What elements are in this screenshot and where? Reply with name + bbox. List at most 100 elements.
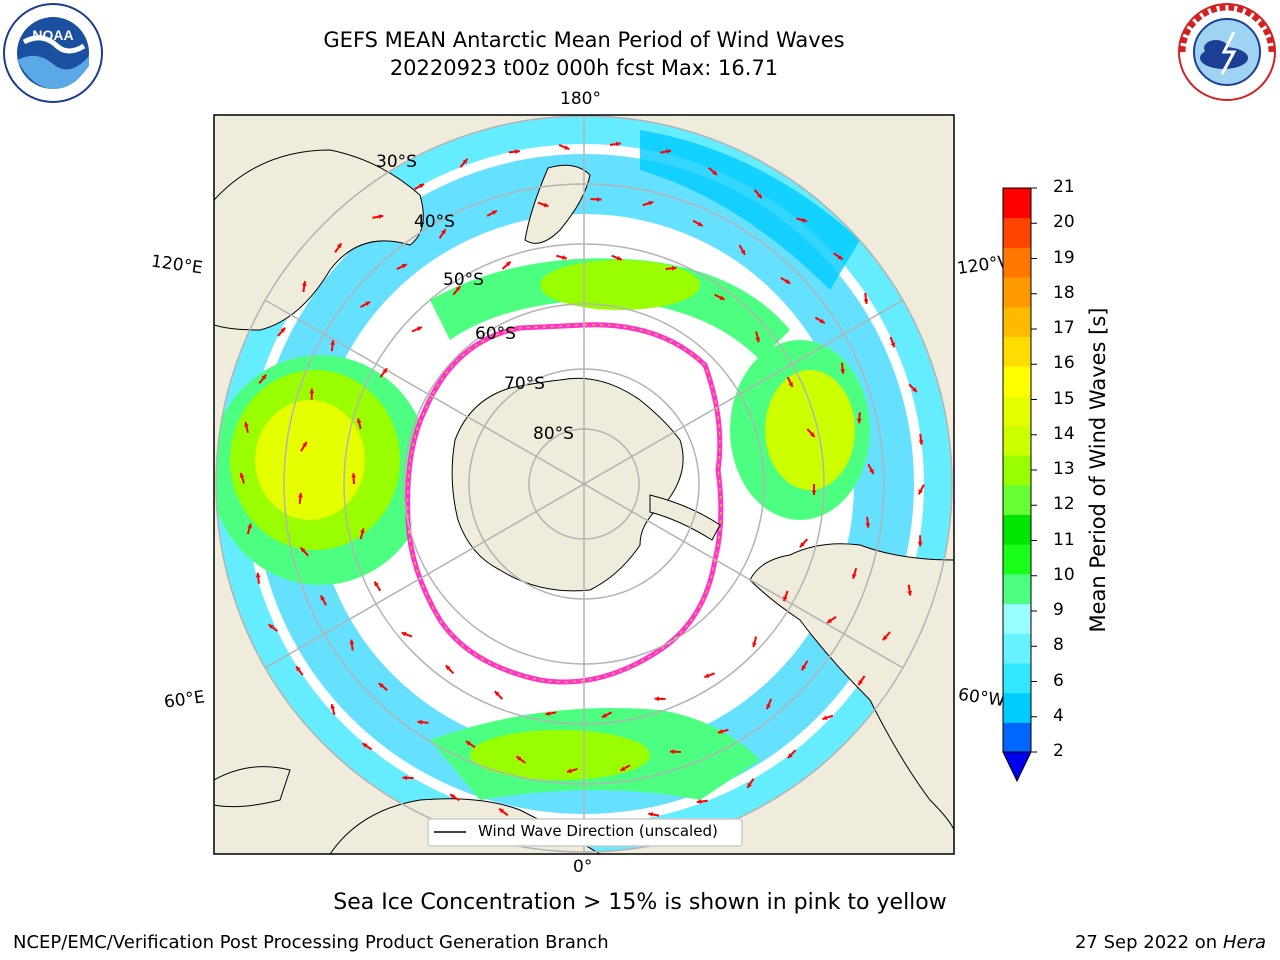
wave-arrow-head bbox=[788, 381, 793, 387]
wave-arrow-head bbox=[827, 618, 832, 623]
wave-arrow-head bbox=[362, 743, 368, 748]
footer-machine: Hera bbox=[1222, 932, 1266, 953]
south-america bbox=[749, 543, 954, 831]
colorbar-tick-label: 17 bbox=[1053, 318, 1075, 338]
nws-logo bbox=[1178, 3, 1276, 101]
wave-arrow-head bbox=[356, 418, 362, 424]
wave-arrow-head bbox=[494, 691, 500, 697]
lat-label-70s: 70°S bbox=[504, 374, 545, 394]
antarctic-peninsula bbox=[649, 494, 721, 541]
wave-arrow-head bbox=[280, 327, 286, 333]
wave-arrow-head bbox=[852, 573, 857, 579]
wave-arrow-head bbox=[562, 255, 567, 260]
wind-wave-arrows bbox=[239, 141, 925, 829]
colorbar-tick-label: 10 bbox=[1053, 564, 1075, 585]
wave-arrow-head bbox=[515, 149, 520, 155]
wave-arrow-head bbox=[856, 418, 862, 424]
colorbar-tick-label: 16 bbox=[1053, 353, 1075, 374]
colorbar-tick-label: 12 bbox=[1053, 494, 1075, 515]
wave-arrow-head bbox=[320, 595, 326, 601]
lat-label-80s: 80°S bbox=[533, 424, 574, 444]
wave-arrow-head bbox=[417, 719, 423, 725]
colorbar-tick-label: 6 bbox=[1053, 670, 1064, 691]
wave-arrow-head bbox=[419, 183, 425, 189]
wave-arrow-head bbox=[869, 468, 874, 474]
wave-arrow-head bbox=[239, 472, 245, 478]
wave-arrow-head bbox=[787, 753, 793, 759]
wave-arrow-head bbox=[455, 286, 461, 292]
wave-arrow-head bbox=[349, 639, 355, 645]
wave-arrow-head bbox=[785, 279, 791, 284]
wave-arrow-head bbox=[648, 812, 654, 817]
wave-arrow-head bbox=[865, 523, 871, 528]
wave-arrow-head bbox=[441, 229, 446, 235]
lat-label-30s: 30°S bbox=[376, 152, 417, 172]
colorbar-tick-label: 8 bbox=[1053, 635, 1064, 656]
wave-arrow-head bbox=[378, 683, 384, 688]
wave-arrow-head bbox=[616, 141, 621, 147]
colorbar-tick-label: 20 bbox=[1053, 212, 1075, 233]
wave-arrow-head bbox=[837, 254, 843, 260]
wave-arrow-head bbox=[416, 326, 422, 332]
sea-ice-note: Sea Ice Concentration > 15% is shown in … bbox=[333, 890, 947, 915]
wave-arrow-head bbox=[302, 441, 307, 447]
lat-label-40s: 40°S bbox=[414, 212, 455, 232]
wave-arrow-head bbox=[882, 635, 888, 641]
wave-arrow-head bbox=[669, 749, 675, 755]
wave-arrow-head bbox=[918, 440, 924, 445]
legend-box bbox=[427, 818, 743, 847]
colorbar-tick-label: 15 bbox=[1053, 388, 1075, 409]
wave-arrow-head bbox=[620, 766, 626, 771]
wave-arrow-head bbox=[543, 202, 549, 208]
wave-arrow-head bbox=[445, 665, 451, 671]
wave-arrow-head bbox=[545, 711, 551, 716]
colorbar-tick-label: 19 bbox=[1053, 247, 1075, 268]
wave-arrow-head bbox=[766, 704, 771, 710]
colorbar-tick-label: 4 bbox=[1053, 705, 1064, 726]
wave-arrow-head bbox=[757, 193, 762, 199]
madagascar bbox=[214, 766, 291, 808]
wave-arrow-head bbox=[648, 200, 654, 206]
lat-label-50s: 50°S bbox=[443, 270, 484, 290]
wave-arrow-head bbox=[740, 249, 746, 255]
wave-arrow-head bbox=[696, 799, 702, 804]
wave-field-pacific bbox=[430, 258, 790, 360]
graticule bbox=[215, 115, 953, 853]
colorbar-tick-label: 2 bbox=[1053, 741, 1064, 761]
wave-arrow-head bbox=[863, 299, 869, 304]
wave-arrow-head bbox=[402, 775, 408, 781]
wave-arrow-head bbox=[717, 729, 723, 734]
antarctica bbox=[451, 377, 684, 592]
wave-arrow-head bbox=[330, 704, 336, 710]
wave-arrow-head bbox=[499, 808, 505, 814]
lon-label-180: 180° bbox=[560, 89, 601, 109]
wave-arrow-head bbox=[351, 473, 357, 478]
wave-arrow-head bbox=[801, 665, 807, 671]
wave-arrow-head bbox=[819, 318, 825, 324]
wave-arrow-head bbox=[336, 243, 342, 249]
wave-arrow-head bbox=[616, 255, 622, 261]
colorbar-tick-label: 13 bbox=[1053, 459, 1075, 479]
australia bbox=[214, 149, 424, 331]
wave-arrow-head bbox=[755, 337, 761, 343]
wave-arrow-head bbox=[491, 210, 497, 215]
wave-arrow-head bbox=[719, 295, 725, 300]
wave-arrow-head bbox=[300, 547, 306, 553]
wave-arrow-head bbox=[671, 265, 677, 271]
wave-arrow-head bbox=[752, 642, 757, 648]
colorbar-label: Mean Period of Wind Waves [s] bbox=[1086, 307, 1110, 633]
wave-arrow-head bbox=[255, 572, 261, 578]
wave-arrow-head bbox=[811, 490, 817, 495]
wave-arrow-head bbox=[374, 581, 379, 587]
wave-arrow-head bbox=[654, 696, 660, 702]
legend-label: Wind Wave Direction (unscaled) bbox=[478, 822, 718, 840]
wave-arrow-head bbox=[918, 489, 923, 495]
footer-date-text: 27 Sep 2022 on bbox=[1074, 932, 1218, 953]
wave-arrow-head bbox=[907, 590, 913, 596]
colorbar-tick-label: 18 bbox=[1053, 282, 1075, 303]
colorbar-tick-label: 14 bbox=[1053, 423, 1075, 444]
wave-arrow-head bbox=[917, 541, 923, 547]
wave-arrow-head bbox=[401, 264, 407, 269]
wave-arrow-head bbox=[810, 432, 815, 438]
